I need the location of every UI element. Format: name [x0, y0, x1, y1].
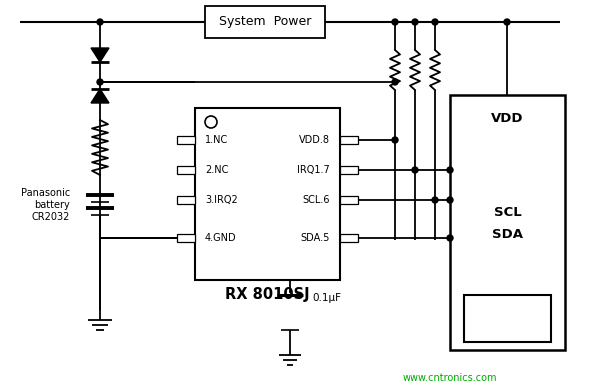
- Circle shape: [97, 19, 103, 25]
- Bar: [340, 136, 358, 144]
- Text: RX 8010SJ: RX 8010SJ: [225, 288, 310, 303]
- Circle shape: [412, 167, 418, 173]
- Circle shape: [432, 19, 438, 25]
- Bar: [177, 136, 195, 144]
- Bar: [205, 6, 325, 38]
- Text: 4.GND: 4.GND: [205, 233, 237, 243]
- Bar: [450, 95, 565, 350]
- Circle shape: [97, 79, 103, 85]
- Circle shape: [432, 197, 438, 203]
- Circle shape: [392, 137, 398, 143]
- Text: SDA.5: SDA.5: [301, 233, 330, 243]
- Bar: [195, 108, 340, 280]
- Circle shape: [447, 167, 453, 173]
- Circle shape: [412, 19, 418, 25]
- Text: SCL: SCL: [493, 205, 521, 219]
- Circle shape: [447, 197, 453, 203]
- Text: Panasonic
battery
CR2032: Panasonic battery CR2032: [21, 188, 70, 222]
- Circle shape: [392, 19, 398, 25]
- Bar: [177, 234, 195, 242]
- Circle shape: [447, 235, 453, 241]
- Text: VDD.8: VDD.8: [299, 135, 330, 145]
- Text: VDD: VDD: [491, 111, 524, 125]
- Text: 1.NC: 1.NC: [205, 135, 228, 145]
- Bar: [340, 196, 358, 204]
- Circle shape: [392, 79, 398, 85]
- Polygon shape: [91, 48, 109, 62]
- Circle shape: [504, 19, 510, 25]
- Text: 0.1μF: 0.1μF: [312, 293, 341, 303]
- Text: 3.IRQ2: 3.IRQ2: [205, 195, 238, 205]
- Text: SCL.6: SCL.6: [303, 195, 330, 205]
- Bar: [177, 166, 195, 174]
- Bar: [464, 295, 551, 342]
- Text: SDA: SDA: [492, 228, 523, 241]
- Text: CPU: CPU: [492, 311, 523, 325]
- Text: System  Power: System Power: [219, 15, 311, 29]
- Bar: [340, 166, 358, 174]
- Text: IRQ1.7: IRQ1.7: [297, 165, 330, 175]
- Polygon shape: [91, 89, 109, 103]
- Text: www.cntronics.com: www.cntronics.com: [402, 373, 498, 383]
- Bar: [177, 196, 195, 204]
- Bar: [340, 234, 358, 242]
- Text: 2.NC: 2.NC: [205, 165, 228, 175]
